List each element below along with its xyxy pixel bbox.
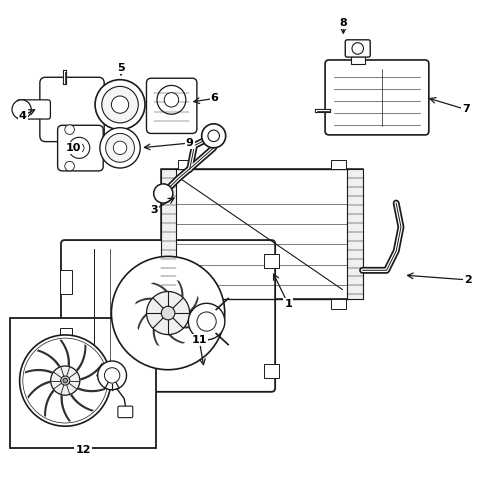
- Circle shape: [146, 292, 189, 335]
- Circle shape: [97, 361, 126, 390]
- Text: 8: 8: [339, 18, 347, 28]
- Circle shape: [164, 93, 178, 107]
- Text: 6: 6: [210, 93, 218, 103]
- FancyBboxPatch shape: [345, 40, 369, 57]
- Text: 2: 2: [463, 275, 471, 285]
- Polygon shape: [80, 362, 103, 381]
- Circle shape: [113, 141, 126, 155]
- Circle shape: [63, 378, 67, 383]
- Text: 3: 3: [150, 205, 157, 215]
- Polygon shape: [76, 344, 86, 372]
- Polygon shape: [60, 395, 71, 422]
- Bar: [60, 270, 72, 294]
- Circle shape: [111, 96, 128, 114]
- Circle shape: [100, 128, 140, 168]
- Circle shape: [69, 137, 90, 158]
- Text: 12: 12: [75, 445, 91, 455]
- FancyBboxPatch shape: [40, 77, 104, 142]
- Circle shape: [65, 161, 74, 171]
- FancyBboxPatch shape: [118, 406, 133, 418]
- Polygon shape: [189, 296, 198, 313]
- Circle shape: [50, 366, 80, 395]
- Bar: [177, 160, 192, 170]
- Circle shape: [102, 86, 138, 123]
- Polygon shape: [176, 280, 183, 298]
- Bar: [264, 254, 278, 268]
- Circle shape: [351, 43, 363, 54]
- Text: 11: 11: [191, 335, 207, 345]
- Polygon shape: [70, 394, 94, 412]
- Circle shape: [12, 100, 31, 119]
- Text: 9: 9: [185, 138, 193, 148]
- Polygon shape: [183, 322, 201, 328]
- Circle shape: [111, 256, 224, 369]
- Text: 4: 4: [18, 111, 27, 121]
- FancyBboxPatch shape: [61, 240, 274, 392]
- Text: 1: 1: [284, 299, 291, 309]
- Circle shape: [188, 303, 225, 340]
- Circle shape: [161, 306, 175, 320]
- Polygon shape: [36, 350, 60, 367]
- Text: 10: 10: [66, 143, 81, 153]
- FancyBboxPatch shape: [58, 125, 103, 171]
- Circle shape: [157, 85, 185, 114]
- Polygon shape: [151, 283, 168, 292]
- Polygon shape: [168, 335, 185, 344]
- Circle shape: [74, 143, 84, 153]
- FancyBboxPatch shape: [146, 78, 197, 133]
- Polygon shape: [152, 328, 159, 346]
- Polygon shape: [135, 298, 152, 305]
- Circle shape: [104, 368, 120, 383]
- Text: 7: 7: [461, 104, 469, 114]
- Bar: [331, 299, 345, 309]
- Polygon shape: [25, 369, 53, 374]
- Circle shape: [19, 335, 111, 426]
- Circle shape: [153, 184, 172, 203]
- Bar: [10, 318, 156, 448]
- Bar: [350, 55, 364, 64]
- Polygon shape: [44, 389, 54, 417]
- Bar: [264, 364, 278, 378]
- Polygon shape: [28, 381, 50, 399]
- Bar: [177, 299, 192, 309]
- Circle shape: [106, 133, 134, 162]
- Circle shape: [208, 130, 219, 142]
- Circle shape: [23, 338, 107, 423]
- Circle shape: [65, 125, 74, 134]
- FancyBboxPatch shape: [324, 60, 428, 135]
- Circle shape: [201, 124, 225, 148]
- Polygon shape: [59, 340, 70, 366]
- Bar: [347, 170, 362, 299]
- Text: 5: 5: [117, 63, 124, 72]
- Circle shape: [60, 376, 70, 385]
- Bar: [331, 160, 345, 170]
- Bar: [161, 170, 176, 299]
- Polygon shape: [77, 387, 106, 392]
- Bar: [161, 170, 362, 299]
- Circle shape: [95, 80, 145, 129]
- Bar: [60, 328, 72, 352]
- Circle shape: [197, 312, 216, 331]
- FancyBboxPatch shape: [17, 100, 50, 119]
- Polygon shape: [137, 313, 146, 330]
